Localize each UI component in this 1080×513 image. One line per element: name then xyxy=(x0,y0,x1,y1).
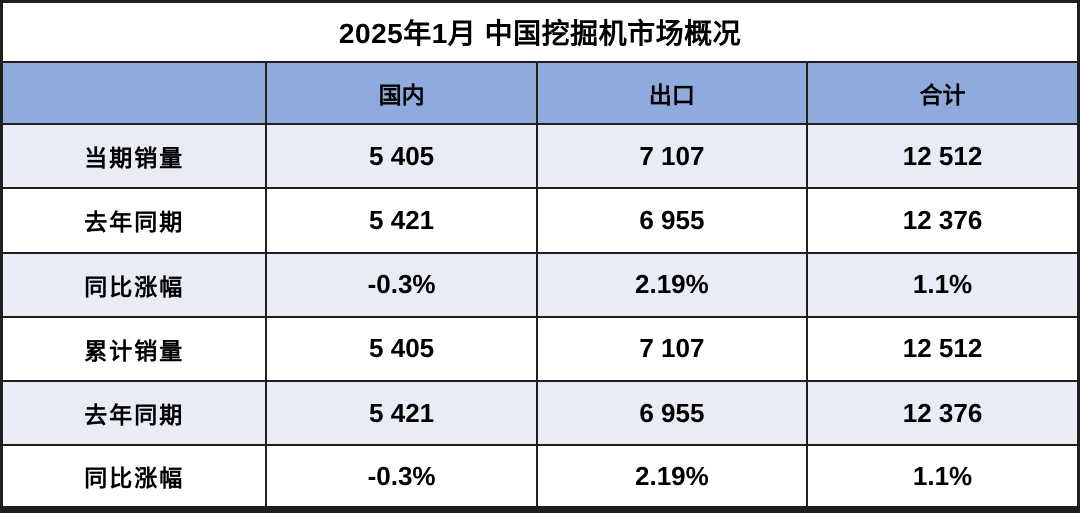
cell-export: 7 107 xyxy=(535,123,809,190)
table-row: 同比涨幅 -0.3% 2.19% 1.1% xyxy=(0,251,1080,318)
cell-domestic: 5 405 xyxy=(265,315,538,383)
cell-total: 12 376 xyxy=(806,380,1080,447)
table-row: 去年同期 5 421 6 955 12 376 xyxy=(0,380,1080,447)
cell-domestic: -0.3% xyxy=(265,251,538,318)
cell-export: 6 955 xyxy=(535,187,809,254)
column-header-domestic: 国内 xyxy=(265,61,538,126)
cell-total: 1.1% xyxy=(806,251,1080,318)
row-label: 去年同期 xyxy=(0,187,268,254)
column-header-export: 出口 xyxy=(535,61,809,126)
table-row: 当期销量 5 405 7 107 12 512 xyxy=(0,123,1080,190)
cell-total: 12 376 xyxy=(806,187,1080,254)
table-title: 2025年1月 中国挖掘机市场概况 xyxy=(0,0,1080,64)
cell-domestic: -0.3% xyxy=(265,444,538,511)
row-label: 同比涨幅 xyxy=(0,251,268,318)
cell-total: 12 512 xyxy=(806,123,1080,190)
cell-total: 1.1% xyxy=(806,444,1080,511)
row-label: 同比涨幅 xyxy=(0,444,268,511)
table-row: 同比涨幅 -0.3% 2.19% 1.1% xyxy=(0,444,1080,511)
cell-domestic: 5 405 xyxy=(265,123,538,190)
cell-export: 7 107 xyxy=(535,315,809,383)
cell-total: 12 512 xyxy=(806,315,1080,383)
table-row: 累计销量 5 405 7 107 12 512 xyxy=(0,315,1080,383)
cell-domestic: 5 421 xyxy=(265,380,538,447)
column-header-blank xyxy=(0,61,268,126)
table-row: 去年同期 5 421 6 955 12 376 xyxy=(0,187,1080,254)
column-header-total: 合计 xyxy=(806,61,1080,126)
row-label: 累计销量 xyxy=(0,315,268,383)
cell-domestic: 5 421 xyxy=(265,187,538,254)
cell-export: 2.19% xyxy=(535,251,809,318)
cell-export: 6 955 xyxy=(535,380,809,447)
title-row: 2025年1月 中国挖掘机市场概况 xyxy=(0,0,1080,64)
row-label: 当期销量 xyxy=(0,123,268,190)
cell-export: 2.19% xyxy=(535,444,809,511)
header-row: 国内 出口 合计 xyxy=(0,61,1080,126)
row-label: 去年同期 xyxy=(0,380,268,447)
